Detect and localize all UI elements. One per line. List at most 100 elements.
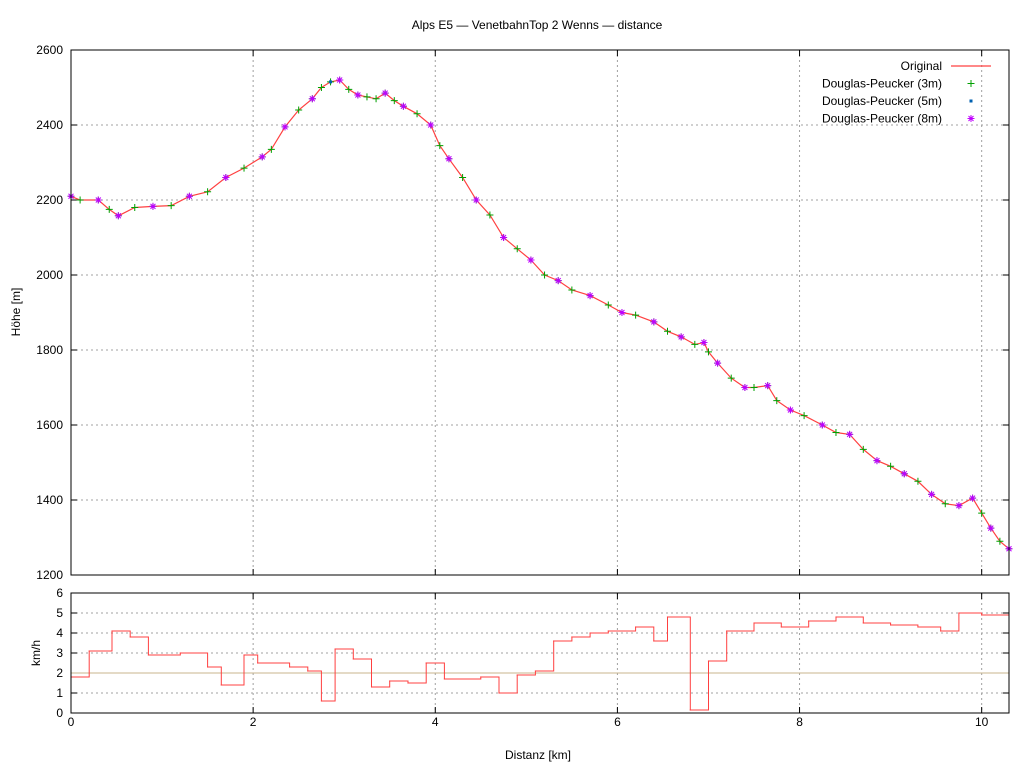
- dp3-point: [978, 509, 986, 517]
- elevation-plot-frame: [70, 49, 1010, 576]
- speed-point: [553, 640, 555, 642]
- dp3-point: [750, 384, 758, 391]
- dp8-point: [618, 309, 626, 316]
- elevation-y-tick-label: 2600: [36, 43, 63, 57]
- speed-y-axis-label: km/h: [29, 640, 43, 666]
- dp3-point: [941, 500, 949, 508]
- dp8-point: [741, 384, 749, 391]
- speed-point: [179, 652, 181, 654]
- dp3-point: [632, 311, 640, 319]
- elevation-ticks: 1200 1400 1600 1800 2000 2200 2400 2600: [36, 43, 1009, 582]
- legend-label: Original: [901, 59, 942, 73]
- speed-y-tick-label: 6: [56, 586, 63, 600]
- dp8-point: [281, 123, 289, 131]
- dp8-point: [955, 502, 963, 510]
- speed-plot-frame: [70, 592, 1010, 714]
- speed-point: [753, 622, 755, 624]
- speed-point: [607, 630, 609, 632]
- dp3-point: [887, 462, 895, 470]
- speed-point: [780, 626, 782, 628]
- speed-point: [147, 654, 150, 656]
- dp3-point: [727, 374, 735, 382]
- speed-point: [589, 632, 591, 634]
- dp8-point: [764, 382, 772, 390]
- dp3-point: [513, 245, 521, 253]
- elevation-y-tick-label: 1200: [36, 568, 63, 582]
- dp3-point: [76, 196, 84, 204]
- dp3-point: [568, 286, 576, 294]
- dp5-point: [329, 80, 333, 84]
- elevation-y-axis-label: Höhe [m]: [9, 288, 23, 337]
- elevation-y-tick-label: 1800: [36, 343, 63, 357]
- elevation-y-tick-label: 1400: [36, 493, 63, 507]
- speed-point: [425, 662, 427, 664]
- legend-label: Douglas-Peucker (3m): [822, 77, 942, 91]
- speed-point: [689, 709, 691, 711]
- dp8-point: [714, 359, 722, 367]
- dp3-point: [105, 205, 113, 213]
- speed-y-tick-label: 3: [56, 646, 63, 660]
- speed-point: [917, 626, 919, 628]
- speed-y-tick-label: 2: [56, 666, 63, 680]
- dp3-point: [131, 204, 139, 211]
- speed-point: [981, 614, 983, 616]
- dp3-point: [295, 106, 303, 114]
- dp8-point: [846, 430, 854, 438]
- elevation-grid: [71, 50, 1009, 575]
- speed-panel: 0 2 4 6 8 10 0 1 2 3 4 5 6 km/h Distanz [km]: [29, 586, 1010, 762]
- dp3-point: [773, 397, 781, 405]
- speed-point: [534, 670, 537, 672]
- dp3-point: [363, 93, 371, 101]
- speed-point: [129, 636, 131, 638]
- dp3-point: [996, 537, 1004, 545]
- speed-point: [443, 678, 445, 680]
- speed-line: [71, 612, 1009, 711]
- dp3-point: [267, 145, 275, 153]
- dp8-point: [818, 421, 826, 429]
- speed-point: [407, 682, 409, 684]
- x-tick-label: 8: [796, 715, 803, 729]
- dp3-point: [800, 412, 808, 420]
- dp8-point: [149, 202, 157, 210]
- legend-label: Douglas-Peucker (8m): [822, 112, 942, 126]
- dp8-point: [700, 339, 708, 346]
- speed-point: [635, 626, 637, 628]
- legend: Original Douglas-Peucker (3m) Douglas-Peuc…: [822, 59, 991, 126]
- elevation-y-tick-label: 2200: [36, 193, 63, 207]
- dp8-point: [445, 155, 453, 163]
- speed-point: [480, 676, 482, 678]
- speed-series: [70, 612, 1009, 711]
- dp8-point: [185, 192, 193, 200]
- speed-point: [88, 650, 90, 652]
- speed-point: [243, 654, 245, 656]
- speed-point: [220, 684, 222, 686]
- dp8-point: [900, 470, 908, 478]
- chart-title: Alps E5 — VenetbahnTop 2 Wenns — distanc…: [412, 18, 663, 32]
- dp8-point: [308, 95, 316, 103]
- speed-point: [307, 670, 309, 672]
- x-axis-label: Distanz [km]: [505, 748, 571, 762]
- elevation-y-tick-label: 1600: [36, 418, 63, 432]
- speed-point: [653, 640, 655, 642]
- legend-marker-dp3: [967, 80, 975, 87]
- speed-point: [288, 666, 291, 668]
- speed-y-tick-label: 5: [56, 606, 63, 620]
- x-tick-label: 4: [432, 715, 439, 729]
- series-original-line: [70, 79, 1010, 550]
- dp8-point: [472, 196, 480, 204]
- dp3-point: [914, 477, 922, 485]
- dp8-point: [427, 121, 435, 129]
- dp8-point: [928, 490, 936, 498]
- dp3-point: [704, 348, 712, 356]
- dp3-point: [859, 445, 867, 453]
- dp8-point: [677, 333, 685, 341]
- elevation-y-tick-label: 2000: [36, 268, 63, 282]
- dp8-point: [873, 457, 881, 465]
- speed-point: [257, 662, 259, 664]
- legend-marker-dp8: [967, 115, 975, 122]
- speed-point: [940, 630, 942, 632]
- elevation-series: [67, 76, 1013, 553]
- speed-y-tick-label: 4: [56, 626, 63, 640]
- elevation-panel: 1200 1400 1600 1800 2000 2200 2400 2600 Höhe [m…: [9, 43, 1013, 582]
